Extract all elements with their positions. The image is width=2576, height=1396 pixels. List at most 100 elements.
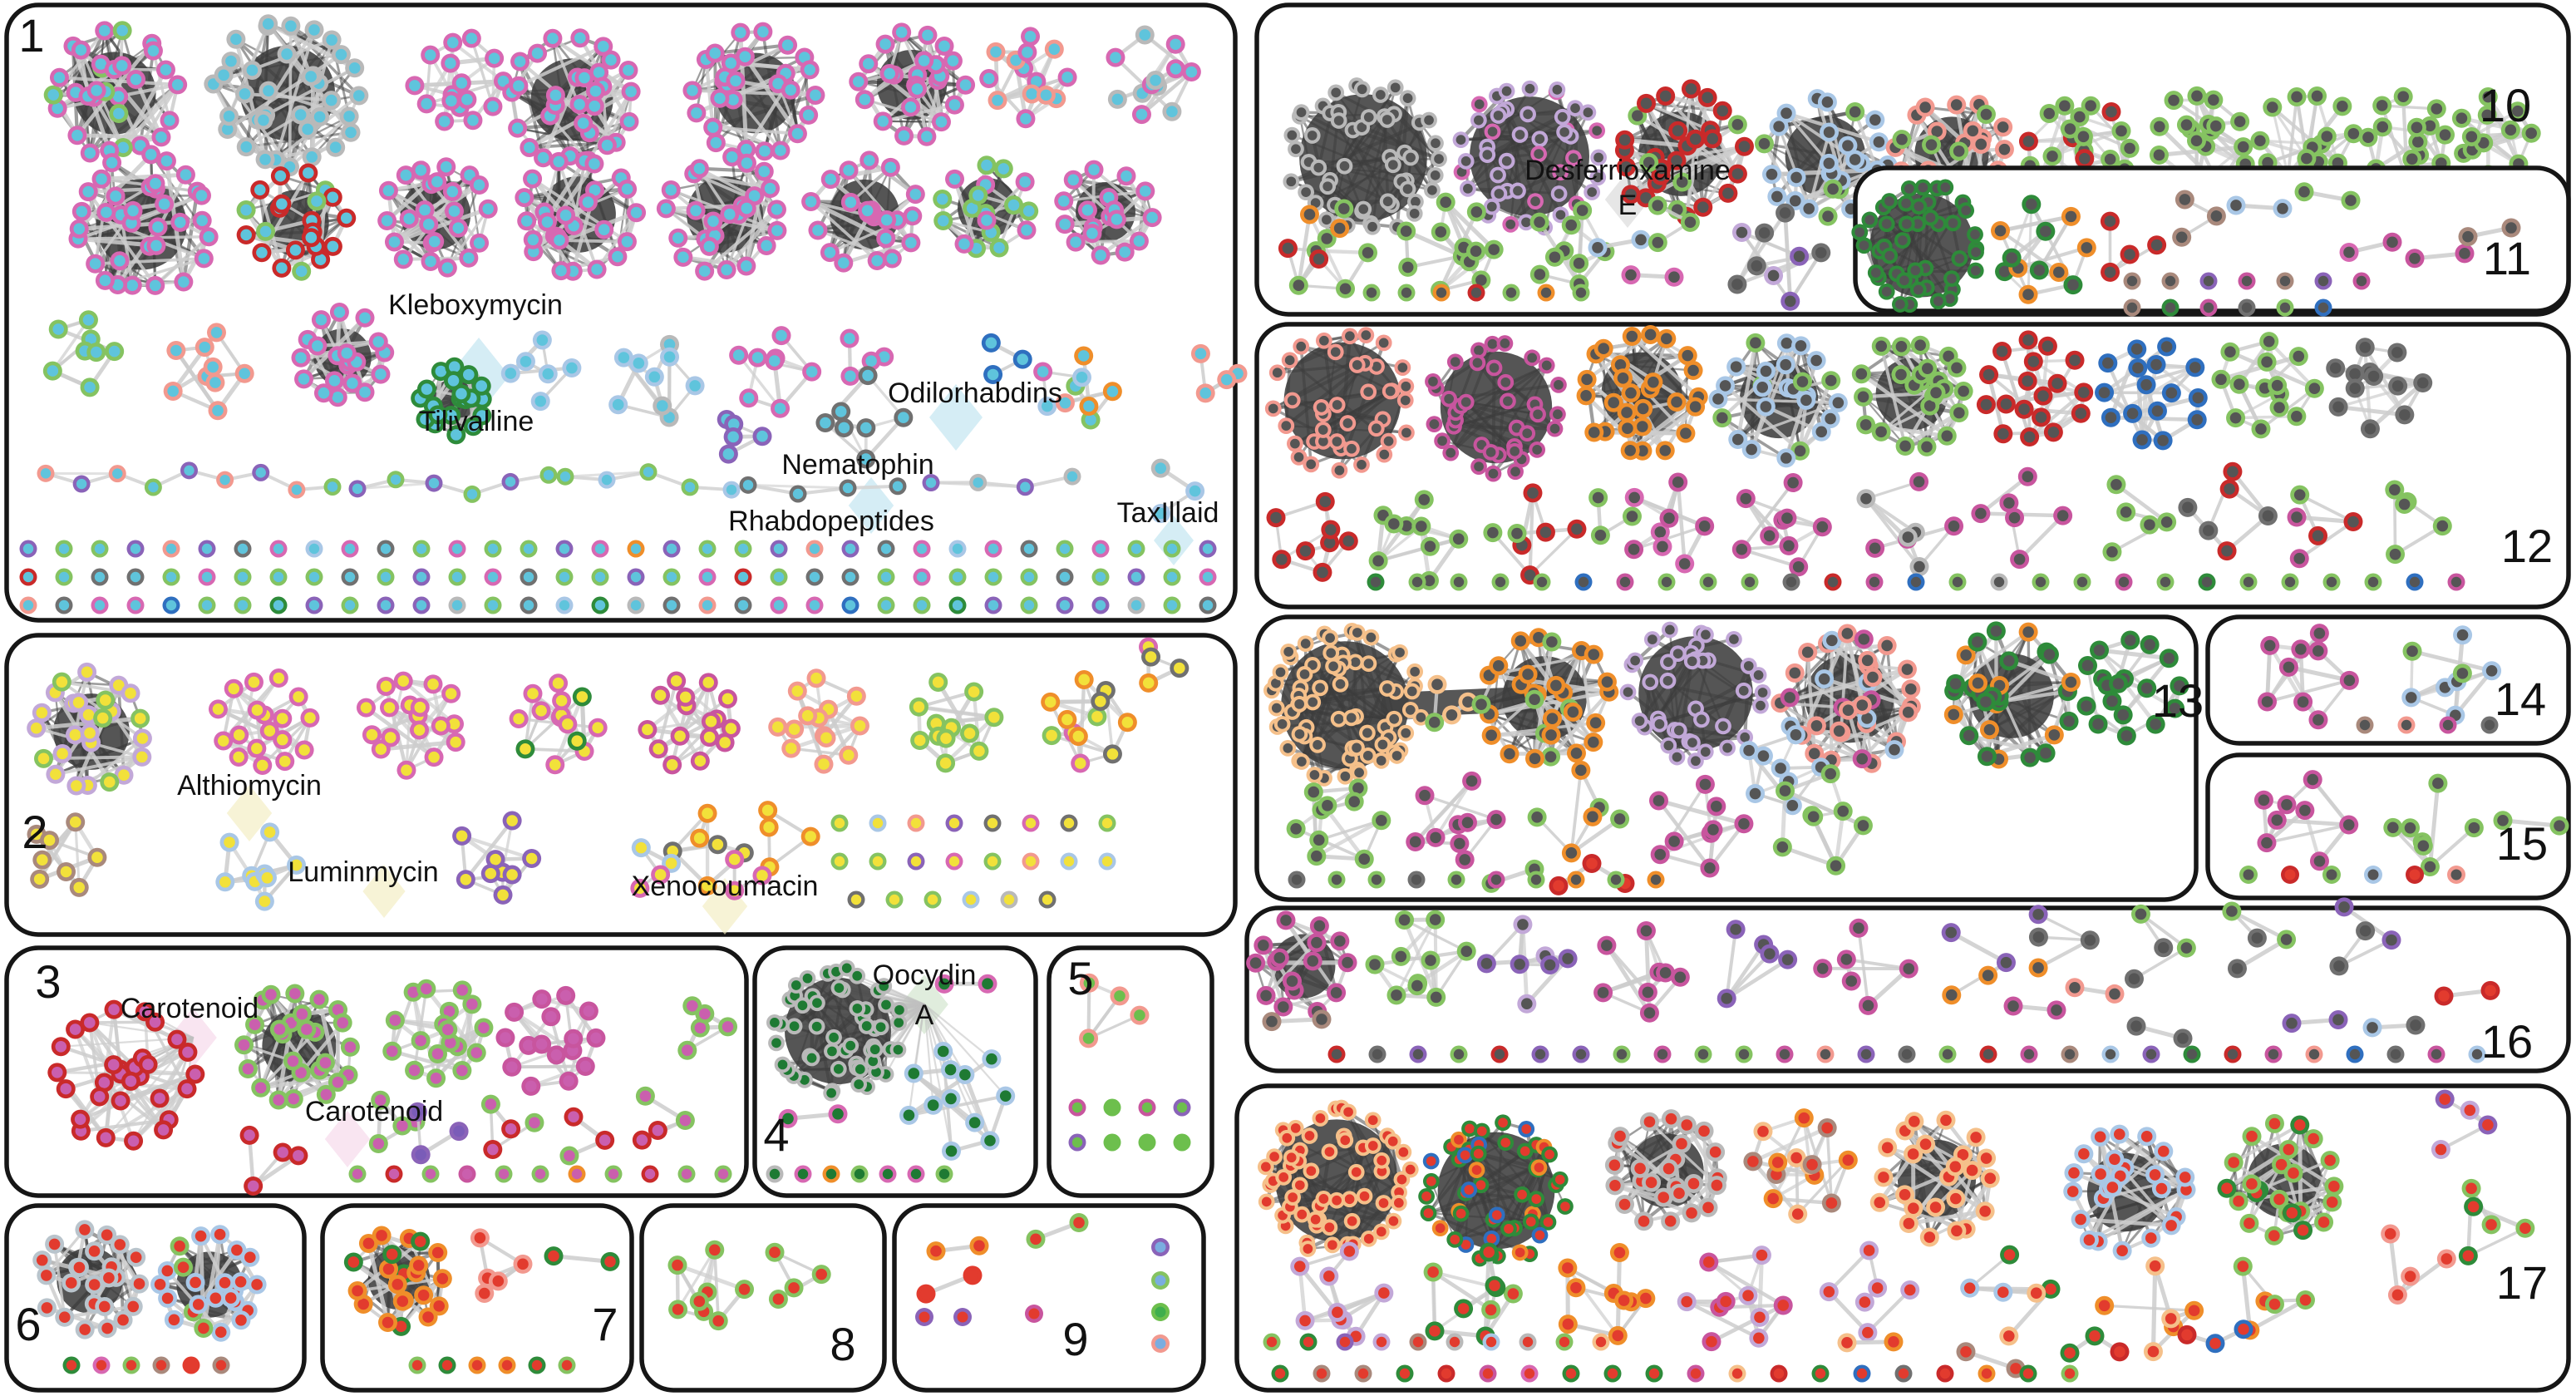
- node: [344, 543, 356, 555]
- node: [537, 151, 549, 164]
- node: [1339, 160, 1350, 171]
- node: [74, 1113, 86, 1125]
- node: [58, 571, 70, 583]
- node: [246, 64, 259, 76]
- node: [451, 571, 463, 583]
- node: [879, 38, 891, 50]
- node: [884, 161, 897, 174]
- node: [788, 723, 800, 735]
- node: [1176, 1137, 1188, 1148]
- node: [1140, 185, 1151, 197]
- node: [574, 98, 585, 111]
- node: [134, 713, 146, 724]
- node: [273, 571, 284, 583]
- node: [1287, 130, 1298, 141]
- node: [506, 815, 518, 826]
- node: [1166, 599, 1178, 611]
- edge: [540, 75, 580, 160]
- node: [221, 123, 234, 136]
- node: [1494, 189, 1505, 199]
- node: [96, 1359, 107, 1371]
- node: [868, 1056, 879, 1067]
- node: [799, 52, 810, 63]
- node: [37, 752, 50, 765]
- node: [201, 599, 213, 611]
- node: [1059, 543, 1071, 555]
- node: [1409, 208, 1420, 219]
- node: [618, 352, 630, 363]
- node: [239, 367, 251, 380]
- node: [201, 543, 213, 555]
- node: [1061, 713, 1073, 726]
- node: [741, 260, 752, 272]
- node: [1130, 599, 1142, 611]
- node: [1521, 217, 1531, 228]
- edge: [116, 224, 160, 287]
- node: [895, 27, 908, 38]
- node: [313, 111, 326, 123]
- node: [36, 707, 48, 719]
- node: [419, 204, 431, 216]
- node: [150, 177, 161, 190]
- node: [742, 480, 754, 491]
- edge: [451, 41, 505, 83]
- node: [593, 67, 605, 78]
- node: [445, 688, 457, 700]
- node: [559, 571, 570, 583]
- node: [446, 37, 459, 48]
- node: [1139, 29, 1151, 41]
- node: [60, 1083, 72, 1095]
- node: [810, 89, 821, 101]
- node: [218, 69, 229, 81]
- node: [1367, 221, 1377, 232]
- node: [1133, 235, 1145, 247]
- node: [88, 1246, 101, 1257]
- node: [301, 1024, 313, 1035]
- node: [728, 853, 741, 866]
- node: [149, 279, 161, 292]
- node: [1486, 201, 1497, 212]
- node: [248, 676, 260, 688]
- node: [154, 1093, 165, 1104]
- node: [69, 1024, 81, 1035]
- node: [852, 1004, 863, 1014]
- node: [386, 1248, 398, 1260]
- node: [775, 145, 786, 156]
- node: [797, 1000, 808, 1011]
- node: [388, 236, 401, 248]
- node: [99, 274, 111, 287]
- edge: [516, 126, 608, 147]
- node: [1023, 571, 1035, 583]
- node: [1313, 162, 1324, 173]
- node: [1474, 99, 1485, 110]
- node: [543, 470, 554, 481]
- node: [470, 1047, 483, 1058]
- node: [910, 1168, 922, 1180]
- node: [1322, 181, 1333, 192]
- node: [116, 60, 128, 72]
- node: [56, 676, 68, 688]
- node: [427, 678, 439, 690]
- node: [441, 1359, 453, 1371]
- node: [456, 77, 468, 89]
- network-cluster: [43, 21, 188, 163]
- node: [1025, 856, 1037, 867]
- node: [1066, 471, 1078, 482]
- node: [425, 255, 436, 268]
- node: [548, 1250, 559, 1262]
- panel-number-7: 7: [592, 1298, 618, 1350]
- node: [1185, 66, 1198, 78]
- edge: [528, 121, 631, 149]
- node: [802, 973, 813, 984]
- node: [1406, 152, 1416, 163]
- node: [939, 757, 952, 769]
- node: [327, 191, 339, 204]
- node: [725, 57, 737, 69]
- node: [722, 448, 735, 460]
- node: [428, 751, 440, 763]
- node: [396, 1295, 409, 1307]
- node: [466, 489, 478, 500]
- node: [672, 232, 684, 244]
- edge: [690, 43, 790, 92]
- node: [642, 723, 653, 736]
